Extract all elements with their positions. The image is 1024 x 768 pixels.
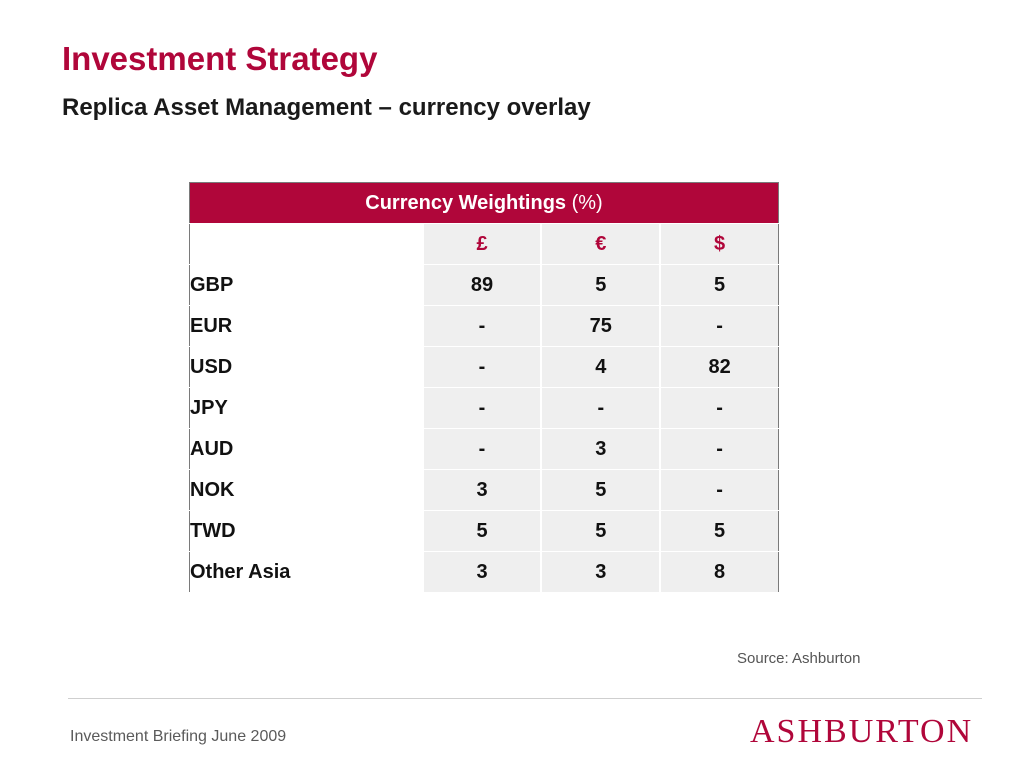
table-cell: 3 (541, 428, 662, 470)
table-cell: 5 (660, 510, 779, 552)
row-label: JPY (189, 387, 424, 429)
table-cell: 8 (660, 551, 779, 593)
currency-weightings-table: Currency Weightings (%) £ € $ GBP 89 5 5… (189, 182, 779, 593)
ashburton-logo: ASHBURTON (750, 713, 973, 750)
table-header: Currency Weightings (%) (189, 182, 779, 224)
source-note: Source: Ashburton (737, 650, 861, 667)
column-header-usd: $ (660, 223, 779, 265)
slide-subtitle: Replica Asset Management – currency over… (62, 94, 591, 121)
ashburton-logo-text: ASHBURTON (750, 713, 973, 750)
table-cell: - (423, 346, 543, 388)
table-cell: - (660, 387, 779, 429)
table-cell: 5 (660, 264, 779, 306)
table-cell: 4 (541, 346, 662, 388)
slide-title: Investment Strategy (62, 40, 378, 77)
row-label: TWD (189, 510, 424, 552)
empty-corner-cell (189, 223, 424, 265)
column-header-eur: € (541, 223, 662, 265)
table-cell: 5 (423, 510, 543, 552)
table-cell: 75 (541, 305, 662, 347)
table-cell: - (660, 305, 779, 347)
table-cell: - (423, 387, 543, 429)
table-header-row: Currency Weightings (%) (189, 182, 779, 224)
table-row: EUR - 75 - (189, 305, 779, 347)
footer-divider (68, 698, 982, 699)
table-header-unit: (%) (571, 191, 603, 214)
table-cell: 5 (541, 264, 662, 306)
table-cell: - (541, 387, 662, 429)
table-row: Other Asia 3 3 8 (189, 551, 779, 593)
row-label: EUR (189, 305, 424, 347)
table-header-title: Currency Weightings (365, 191, 567, 214)
table-cell: - (660, 469, 779, 511)
row-label: AUD (189, 428, 424, 470)
table-cell: 3 (541, 551, 662, 593)
table-row: JPY - - - (189, 387, 779, 429)
row-label: GBP (189, 264, 424, 306)
column-header-gbp: £ (423, 223, 543, 265)
table-row: TWD 5 5 5 (189, 510, 779, 552)
table-cell: 82 (660, 346, 779, 388)
row-label: USD (189, 346, 424, 388)
table-cell: 5 (541, 510, 662, 552)
table-cell: - (423, 428, 543, 470)
table-row: USD - 4 82 (189, 346, 779, 388)
table-cell: 5 (541, 469, 662, 511)
row-label: Other Asia (189, 551, 424, 593)
currency-symbol-row: £ € $ (189, 223, 779, 265)
table-cell: - (660, 428, 779, 470)
footer-text: Investment Briefing June 2009 (70, 728, 287, 745)
table-cell: 89 (423, 264, 543, 306)
row-label: NOK (189, 469, 424, 511)
table-row: AUD - 3 - (189, 428, 779, 470)
table-row: NOK 3 5 - (189, 469, 779, 511)
table-cell: - (423, 305, 543, 347)
table-row: GBP 89 5 5 (189, 264, 779, 306)
table-cell: 3 (423, 551, 543, 593)
table-cell: 3 (423, 469, 543, 511)
